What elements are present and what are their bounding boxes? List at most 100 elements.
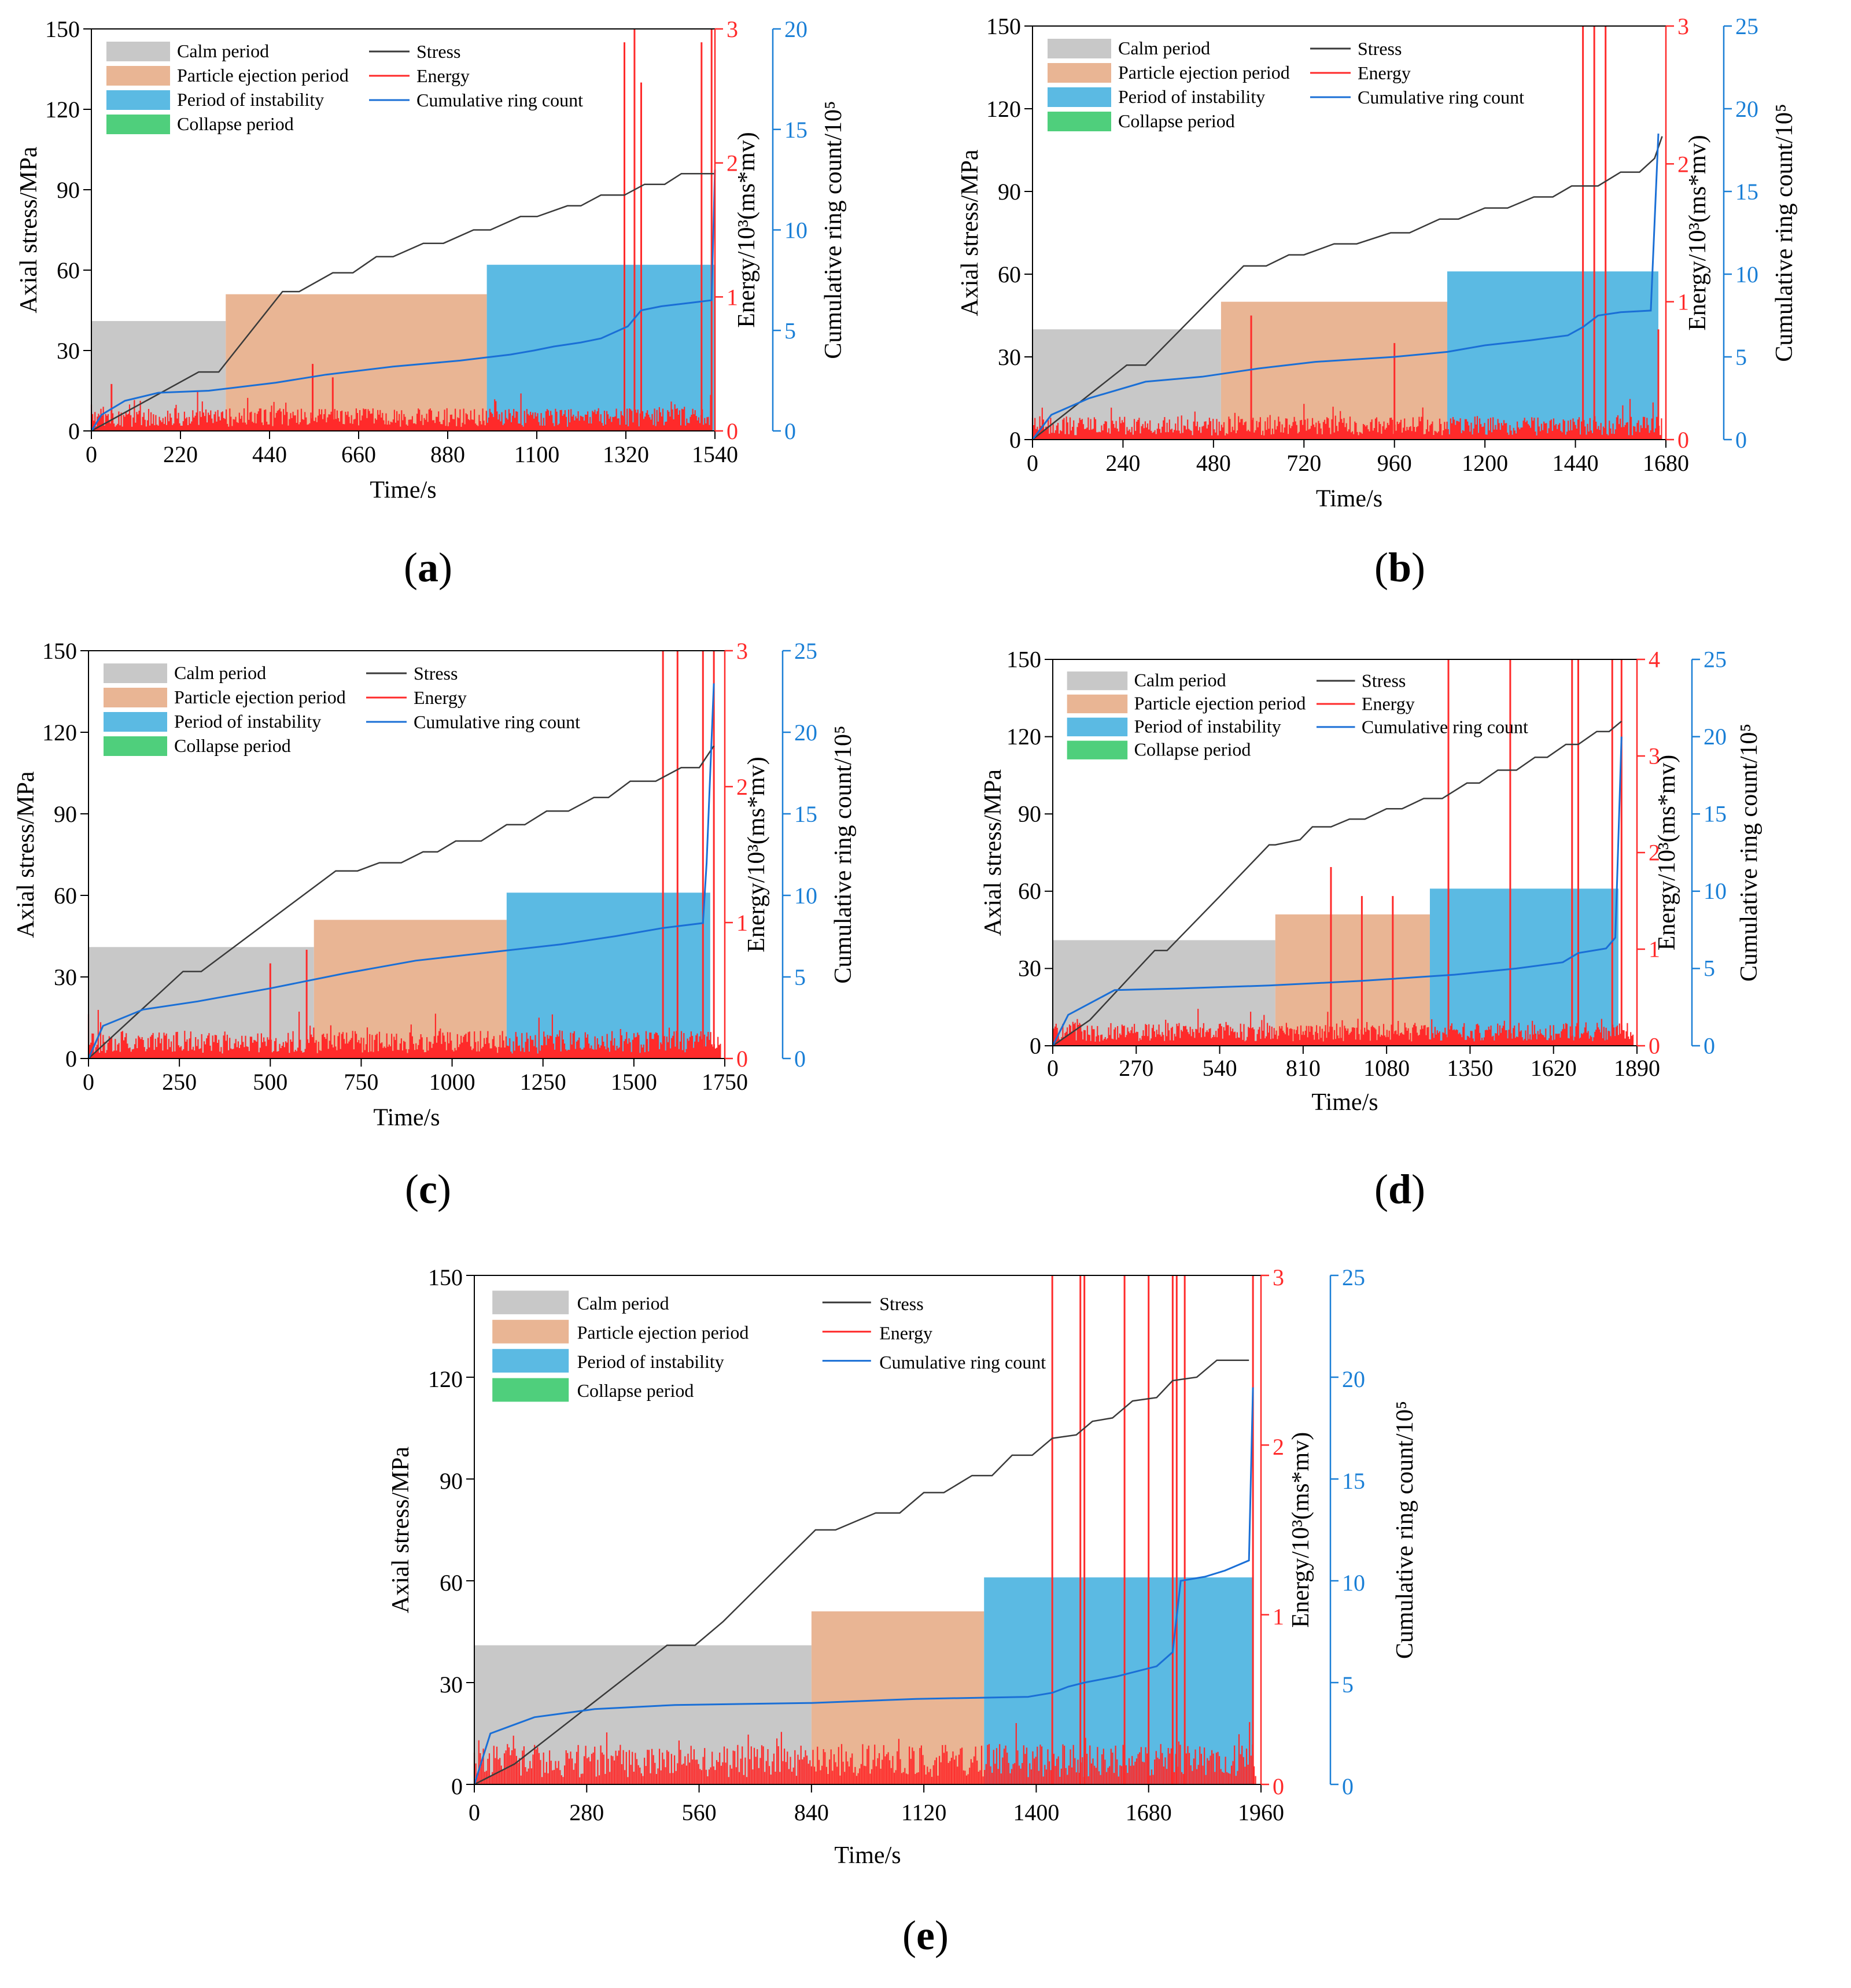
y-tick-label: 150 (428, 1264, 463, 1290)
legend-label: Particle ejection period (174, 687, 346, 707)
legend-label: Period of instability (1134, 716, 1281, 737)
x-tick-label: 1960 (1238, 1799, 1284, 1825)
x-tick-label: 1890 (1614, 1055, 1660, 1081)
y-axis-title: Axial stress/MPa (957, 149, 983, 316)
ring-tick-label: 10 (784, 217, 807, 244)
legend-label: Energy (1358, 62, 1411, 83)
legend: Calm period Particle ejection period Perio… (104, 662, 580, 756)
ring-tick-label: 15 (1342, 1468, 1365, 1494)
y-tick-label: 30 (1018, 956, 1041, 982)
x-tick-label: 960 (1377, 450, 1412, 476)
x-axis-title: Time/s (373, 1105, 440, 1131)
legend-swatch (492, 1378, 569, 1402)
y-tick-label: 60 (440, 1570, 463, 1596)
legend-label: Energy (1362, 693, 1415, 714)
energy-tick-label: 3 (727, 16, 738, 42)
y-tick-label: 0 (1009, 427, 1021, 453)
y-tick-label: 150 (1006, 646, 1041, 672)
legend-label: Collapse period (1134, 739, 1251, 759)
y-axis-title: Axial stress/MPa (980, 769, 1006, 936)
x-tick-label: 280 (569, 1799, 604, 1825)
y-tick-label: 60 (54, 883, 77, 909)
x-tick-label: 270 (1119, 1055, 1153, 1081)
x-tick-label: 0 (1027, 450, 1038, 476)
energy-tick-label: 0 (736, 1046, 748, 1072)
ring-count-line (1031, 133, 1660, 440)
x-tick-label: 480 (1196, 450, 1231, 476)
y-tick-label: 60 (57, 257, 80, 283)
x-tick-label: 440 (252, 441, 287, 467)
ring-axis-title: Cumulative ring count/10⁵ (1771, 104, 1798, 362)
y-axis-title: Axial stress/MPa (388, 1447, 414, 1614)
ring-tick-label: 10 (794, 883, 817, 909)
panel-label: (e) (902, 1912, 949, 1959)
y-tick-label: 150 (45, 16, 80, 42)
ring-tick-label: 5 (1735, 344, 1747, 370)
energy-series (473, 1275, 1256, 1784)
legend-label: Calm period (577, 1293, 669, 1314)
legend-swatch (1067, 740, 1128, 759)
energy-tick-label: 2 (1273, 1434, 1284, 1460)
x-tick-label: 1680 (1126, 1799, 1172, 1825)
period-box-1 (1053, 940, 1275, 1046)
legend-swatch (492, 1319, 569, 1344)
stress-line (1052, 720, 1623, 1047)
legend: Calm period Particle ejection period Perio… (492, 1290, 1046, 1402)
period-box-3 (984, 1577, 1253, 1784)
x-tick-label: 750 (344, 1069, 378, 1095)
legend-swatch (106, 115, 170, 134)
chart-panel-d: 0 270 540 810 1080 1350 1620 189003060901201500… (980, 646, 1762, 1212)
x-tick-label: 1250 (520, 1069, 566, 1095)
energy-tick-label: 0 (1677, 427, 1689, 453)
energy-axis-title: Energy/10³(ms*mv) (1684, 135, 1711, 330)
x-tick-label: 1080 (1363, 1055, 1410, 1081)
x-tick-label: 1620 (1531, 1055, 1577, 1081)
panel-label: (a) (404, 544, 452, 591)
energy-tick-label: 3 (1649, 743, 1660, 769)
y-tick-label: 90 (440, 1468, 463, 1494)
legend-label: Calm period (174, 662, 266, 683)
legend-label: Period of instability (1118, 86, 1265, 107)
legend-swatch (1048, 112, 1111, 131)
ring-tick-label: 0 (794, 1046, 806, 1072)
legend-label: Calm period (1134, 670, 1226, 691)
legend-label: Cumulative ring count (414, 711, 580, 732)
panel-label: (b) (1374, 544, 1425, 591)
legend-swatch (1048, 63, 1111, 83)
ring-tick-label: 10 (1342, 1570, 1365, 1596)
legend-label: Period of instability (174, 711, 321, 732)
x-tick-label: 1680 (1643, 450, 1689, 476)
ring-tick-label: 0 (1735, 427, 1747, 453)
y-tick-label: 0 (68, 418, 80, 444)
legend: Calm period Particle ejection period Perio… (1048, 38, 1524, 131)
ring-tick-label: 5 (794, 964, 806, 990)
x-tick-label: 1320 (603, 441, 649, 467)
x-tick-label: 810 (1286, 1055, 1321, 1081)
x-tick-label: 0 (83, 1069, 94, 1095)
chart-panel-e: 0 280 560 840 1120 1400 1680 196003060901201500… (388, 1264, 1418, 1959)
ring-tick-label: 0 (784, 418, 796, 444)
ring-tick-label: 15 (1735, 179, 1758, 205)
ring-tick-label: 25 (794, 638, 817, 664)
energy-tick-label: 2 (736, 774, 748, 800)
y-tick-label: 30 (54, 964, 77, 990)
ring-axis-title: Cumulative ring count/10⁵ (1736, 724, 1762, 982)
x-tick-label: 220 (163, 441, 198, 467)
legend-swatch (1067, 694, 1128, 714)
x-tick-label: 0 (1047, 1055, 1059, 1081)
y-tick-label: 90 (57, 177, 80, 203)
y-tick-label: 120 (45, 97, 80, 123)
ring-tick-label: 15 (784, 117, 807, 143)
energy-tick-label: 4 (1649, 646, 1660, 672)
legend-swatch (1067, 717, 1128, 736)
legend-label: Collapse period (174, 735, 291, 756)
period-box-3 (1447, 271, 1658, 440)
y-tick-label: 60 (998, 261, 1021, 287)
stress-line (91, 172, 715, 432)
legend-label: Stress (1358, 38, 1402, 59)
x-tick-label: 1440 (1553, 450, 1599, 476)
y-tick-label: 120 (42, 720, 77, 746)
y-tick-label: 0 (451, 1773, 463, 1799)
stress-line (474, 1359, 1249, 1786)
x-axis-title: Time/s (834, 1842, 901, 1869)
